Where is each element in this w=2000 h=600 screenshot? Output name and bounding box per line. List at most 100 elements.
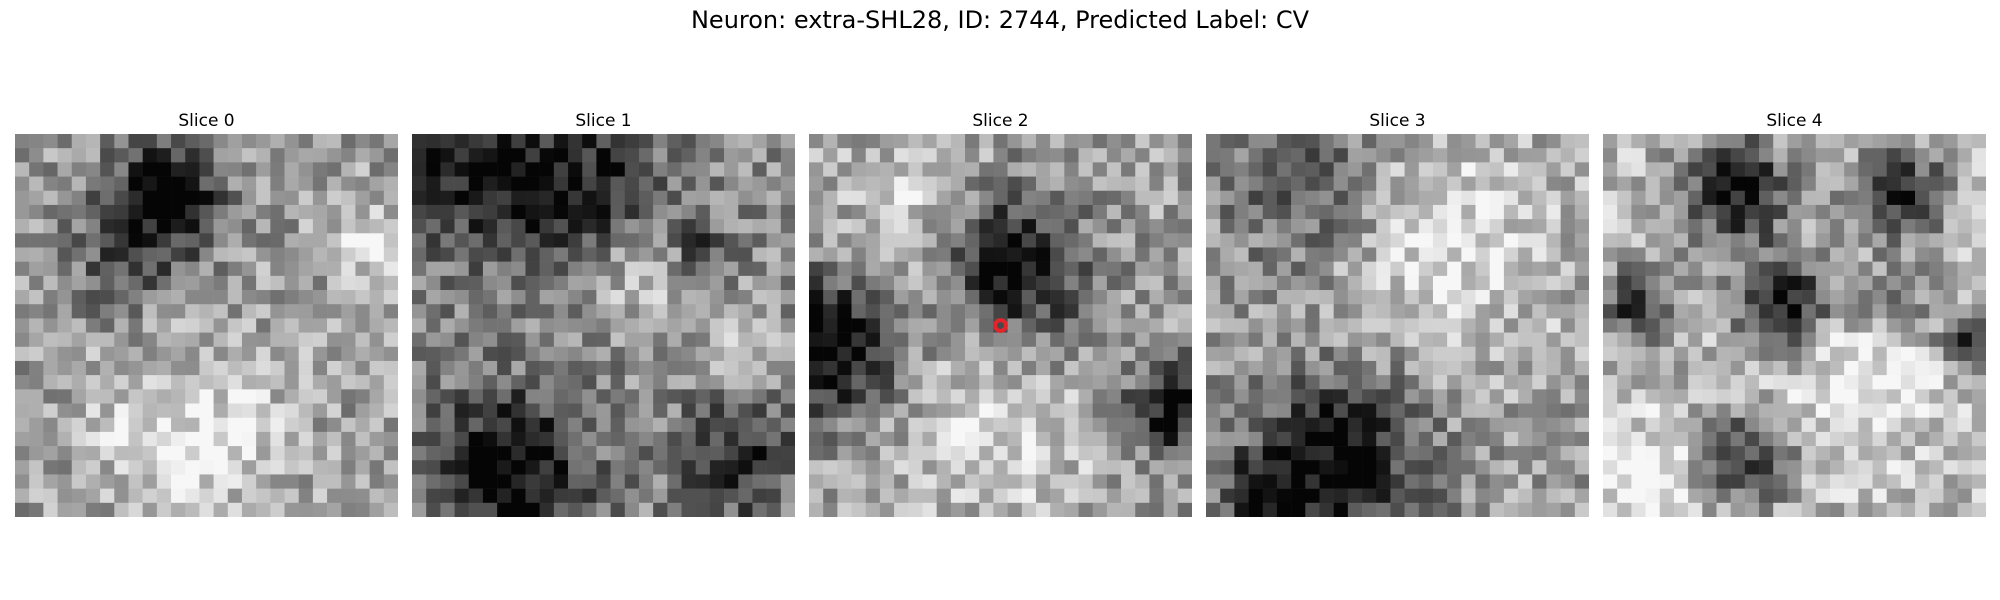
slice-pixel bbox=[15, 389, 30, 404]
slice-pixel bbox=[525, 290, 540, 305]
slice-pixel bbox=[1673, 134, 1689, 149]
slice-pixel bbox=[1319, 290, 1334, 305]
slice-pixel bbox=[1050, 204, 1065, 220]
slice-pixel bbox=[383, 204, 398, 220]
slice-pixel bbox=[100, 318, 115, 333]
slice-pixel bbox=[426, 360, 441, 376]
slice-pixel bbox=[1418, 204, 1434, 220]
slice-pixel bbox=[695, 148, 711, 163]
slice-pixel bbox=[1092, 474, 1108, 489]
slice-pixel bbox=[865, 290, 881, 305]
slice-pixel bbox=[965, 318, 980, 333]
slice-pixel bbox=[1121, 389, 1136, 404]
slice-pixel bbox=[851, 474, 867, 489]
slice-pixel bbox=[936, 431, 952, 447]
slice-pixel bbox=[1475, 162, 1490, 177]
slice-pixel bbox=[199, 204, 214, 220]
slice-pixel bbox=[1291, 360, 1306, 376]
slice-pixel bbox=[1943, 176, 1958, 192]
slice-pixel bbox=[1489, 474, 1505, 489]
slice-pixel bbox=[568, 502, 583, 517]
slice-pixel bbox=[1872, 219, 1887, 234]
slice-pixel bbox=[809, 460, 824, 475]
slice-pixel bbox=[752, 403, 767, 418]
slice-pixel bbox=[1872, 332, 1887, 348]
slice-pixel bbox=[525, 488, 540, 504]
slice-pixel bbox=[1106, 162, 1122, 177]
slice-pixel bbox=[582, 233, 597, 248]
slice-pixel bbox=[894, 360, 909, 376]
slice-pixel bbox=[142, 134, 158, 149]
slice-pixel bbox=[1404, 290, 1420, 305]
slice-pixel bbox=[1404, 219, 1420, 234]
slice-pixel bbox=[738, 360, 753, 376]
slice-pixel bbox=[1362, 417, 1377, 433]
slice-pixel bbox=[553, 389, 569, 404]
slice-pixel bbox=[851, 446, 867, 461]
slice-pixel bbox=[950, 389, 966, 404]
slice-pixel bbox=[1362, 375, 1377, 390]
slice-pixel bbox=[624, 488, 640, 504]
slice-pixel bbox=[1092, 360, 1108, 376]
slice-pixel bbox=[1759, 389, 1774, 404]
slice-pixel bbox=[1957, 261, 1973, 277]
slice-pixel bbox=[15, 233, 30, 248]
slice-pixel bbox=[185, 233, 200, 248]
slice-pixel bbox=[497, 332, 512, 348]
slice-pixel bbox=[1829, 261, 1845, 277]
slice-pixel bbox=[1702, 247, 1717, 262]
slice-pixel bbox=[1617, 233, 1632, 248]
slice-pixel bbox=[979, 360, 994, 376]
slice-pixel bbox=[1957, 389, 1973, 404]
slice-pixel bbox=[1560, 233, 1576, 248]
slice-pixel bbox=[1815, 190, 1831, 206]
slice-pixel bbox=[1489, 431, 1505, 447]
slice-pixel bbox=[993, 375, 1008, 390]
slice-pixel bbox=[766, 261, 782, 277]
slice-pixel bbox=[525, 190, 540, 206]
slice-pixel bbox=[1291, 261, 1306, 277]
slice-pixel bbox=[1886, 446, 1902, 461]
slice-pixel bbox=[1135, 346, 1150, 362]
slice-pixel bbox=[1631, 417, 1646, 433]
slice-pixel bbox=[1773, 290, 1788, 305]
slice-pixel bbox=[1617, 134, 1632, 149]
slice-pixel bbox=[1659, 275, 1675, 291]
slice-pixel bbox=[1404, 247, 1420, 262]
slice-pixel bbox=[1390, 502, 1405, 517]
slice-pixel bbox=[1362, 446, 1377, 461]
slice-pixel bbox=[100, 148, 115, 163]
slice-pixel bbox=[1092, 417, 1108, 433]
slice-pixel bbox=[1815, 275, 1831, 291]
slice-pixel bbox=[1518, 247, 1533, 262]
slice-pixel bbox=[213, 346, 229, 362]
slice-pixel bbox=[511, 148, 526, 163]
slice-pixel bbox=[256, 375, 271, 390]
slice-pixel bbox=[1206, 403, 1221, 418]
slice-pixel bbox=[142, 460, 158, 475]
slice-pixel bbox=[43, 290, 58, 305]
slice-pixel bbox=[270, 431, 285, 447]
slice-pixel bbox=[213, 219, 229, 234]
slice-pixel bbox=[256, 176, 271, 192]
slice-pixel bbox=[227, 247, 243, 262]
slice-pixel bbox=[709, 346, 725, 362]
slice-pixel bbox=[227, 346, 243, 362]
slice-pixel bbox=[454, 417, 470, 433]
slice-pixel bbox=[1815, 403, 1831, 418]
slice-pixel bbox=[695, 176, 711, 192]
slice-pixel bbox=[1177, 375, 1192, 390]
slice-pixel bbox=[837, 275, 852, 291]
slice-pixel bbox=[128, 318, 143, 333]
slice-pixel bbox=[369, 304, 385, 319]
slice-pixel bbox=[1319, 403, 1334, 418]
slice-pixel bbox=[1390, 148, 1405, 163]
slice-pixel bbox=[43, 446, 58, 461]
slice-pixel bbox=[1844, 389, 1859, 404]
slice-pixel bbox=[738, 375, 753, 390]
slice-pixel bbox=[610, 474, 626, 489]
slice-pixel bbox=[922, 460, 937, 475]
slice-pixel bbox=[1461, 204, 1476, 220]
slice-pixel bbox=[1347, 346, 1363, 362]
slice-pixel bbox=[1177, 403, 1192, 418]
